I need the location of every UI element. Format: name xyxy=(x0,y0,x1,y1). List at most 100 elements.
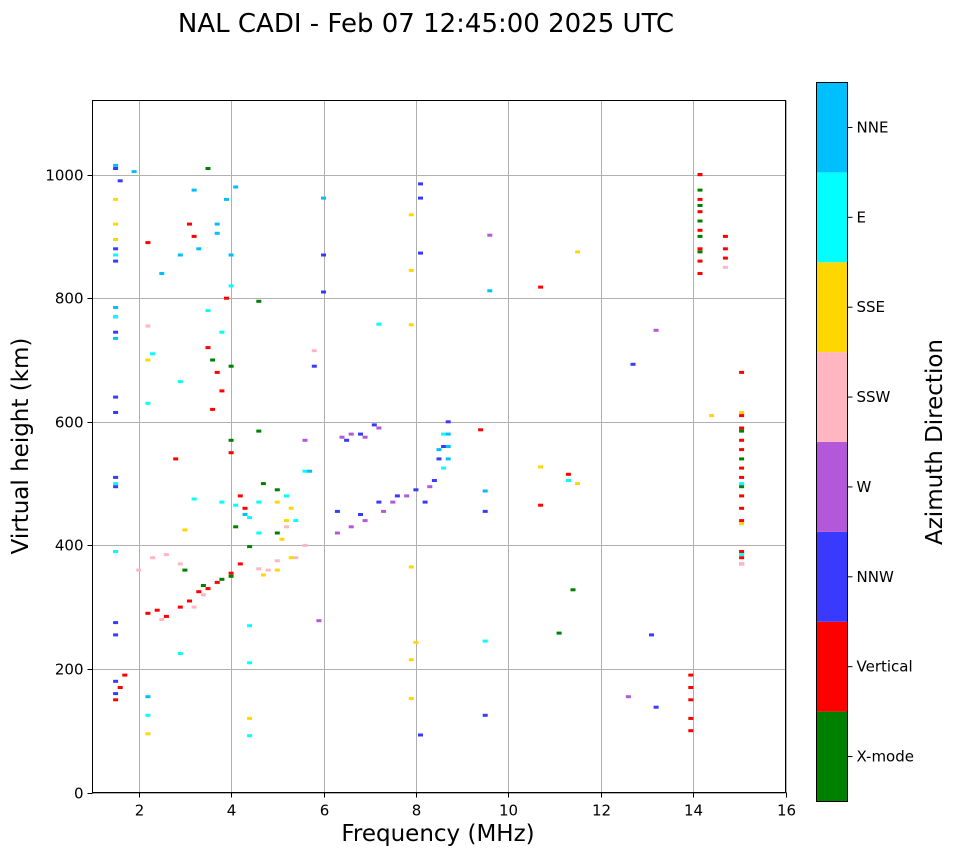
data-point-sse xyxy=(247,716,253,720)
data-point-w xyxy=(381,509,387,513)
data-point-x-mode xyxy=(210,358,216,362)
data-point-vertical xyxy=(722,234,728,238)
data-point-nnw xyxy=(113,633,119,637)
data-point-vertical xyxy=(688,716,694,720)
x-tick-label: 16 xyxy=(777,802,796,820)
data-point-nnw xyxy=(482,509,488,513)
data-point-e xyxy=(219,330,225,334)
data-point-sse xyxy=(274,500,280,504)
colorbar-segment-nne xyxy=(816,82,848,173)
colorbar-tick-label: SSE xyxy=(857,298,886,316)
gridlines xyxy=(92,100,787,794)
data-point-nne xyxy=(113,163,119,167)
x-tick-label: 4 xyxy=(227,802,237,820)
data-point-x-mode xyxy=(182,568,188,572)
data-point-nnw xyxy=(321,290,326,294)
data-point-w xyxy=(348,525,354,529)
data-point-x-mode xyxy=(697,234,703,238)
data-point-vertical xyxy=(196,590,202,594)
data-point-vertical xyxy=(205,346,211,350)
x-tick-label: 14 xyxy=(684,802,703,820)
data-point-vertical xyxy=(191,234,197,238)
data-point-w xyxy=(625,695,631,699)
colorbar-segment-ssw xyxy=(816,352,848,442)
y-axis-label: Virtual height (km) xyxy=(8,338,34,555)
data-point-vertical xyxy=(739,506,745,510)
data-point-sse xyxy=(274,568,280,572)
data-point-nnw xyxy=(113,247,119,251)
data-point-w xyxy=(362,519,368,523)
data-point-vertical xyxy=(697,247,703,251)
colorbar-tick-label: X-mode xyxy=(857,748,914,766)
data-point-nne xyxy=(214,222,220,226)
data-point-nnw xyxy=(113,621,119,625)
data-point-ssw xyxy=(722,265,728,269)
data-point-vertical xyxy=(538,285,544,289)
data-point-x-mode xyxy=(256,299,262,303)
data-point-vertical xyxy=(688,686,694,689)
data-point-vertical xyxy=(697,197,703,201)
data-point-x-mode xyxy=(228,574,234,578)
data-point-e xyxy=(219,500,225,504)
data-point-vertical xyxy=(739,519,745,523)
data-point-nnw xyxy=(113,259,119,263)
data-point-e xyxy=(376,322,382,326)
colorbar-segment-nnw xyxy=(816,531,848,622)
data-point-x-mode xyxy=(556,631,562,635)
data-point-e xyxy=(565,479,571,482)
data-point-x-mode xyxy=(274,531,280,535)
data-point-vertical xyxy=(478,428,484,432)
data-point-nne xyxy=(113,306,119,309)
colorbar-segment-w xyxy=(816,442,848,532)
data-point-vertical xyxy=(228,571,234,575)
data-point-sse xyxy=(739,522,745,526)
data-point-nnw xyxy=(418,182,423,186)
data-point-vertical xyxy=(688,698,694,702)
data-point-nnw xyxy=(371,423,377,427)
data-point-nnw xyxy=(113,679,119,683)
colorbar-tick-label: W xyxy=(857,478,872,496)
data-point-e xyxy=(191,497,197,501)
data-point-ssw xyxy=(177,562,183,566)
x-tick-label: 12 xyxy=(592,802,611,820)
data-point-nne xyxy=(487,289,493,293)
data-point-vertical xyxy=(739,448,745,452)
data-point-nnw xyxy=(113,475,119,479)
data-point-nne xyxy=(224,197,229,201)
data-point-x-mode xyxy=(274,488,280,492)
data-point-vertical xyxy=(242,506,248,510)
chart-title: NAL CADI - Feb 07 12:45:00 2025 UTC xyxy=(178,9,674,39)
data-point-nne xyxy=(191,188,197,192)
data-point-vertical xyxy=(210,407,216,411)
data-point-ssw xyxy=(163,553,169,557)
data-point-ssw xyxy=(311,349,317,353)
data-point-x-mode xyxy=(205,167,211,170)
data-point-vertical xyxy=(214,370,220,374)
data-point-ssw xyxy=(256,567,262,571)
data-point-x-mode xyxy=(739,457,745,461)
data-point-e xyxy=(247,734,253,738)
data-point-w xyxy=(390,500,396,504)
data-point-sse xyxy=(113,238,119,241)
data-point-vertical xyxy=(739,466,745,470)
data-point-nnw xyxy=(413,488,419,492)
data-point-vertical xyxy=(224,296,229,300)
data-point-nne xyxy=(196,247,202,251)
x-tick-label: 10 xyxy=(499,802,518,820)
data-point-e xyxy=(177,380,183,384)
data-point-ssw xyxy=(274,559,280,563)
data-point-x-mode xyxy=(247,545,253,549)
data-point-e xyxy=(739,553,745,557)
data-point-x-mode xyxy=(256,429,262,433)
x-axis-label: Frequency (MHz) xyxy=(341,821,534,847)
data-point-w xyxy=(302,438,308,442)
data-point-ssw xyxy=(159,618,165,621)
data-point-x-mode xyxy=(219,577,225,581)
data-point-vertical xyxy=(163,614,169,618)
data-point-x-mode xyxy=(697,250,703,254)
data-point-sse xyxy=(113,197,119,201)
data-point-nnw xyxy=(630,362,636,366)
data-point-e xyxy=(302,469,308,473)
data-point-x-mode xyxy=(260,482,266,486)
data-point-vertical xyxy=(237,562,243,566)
